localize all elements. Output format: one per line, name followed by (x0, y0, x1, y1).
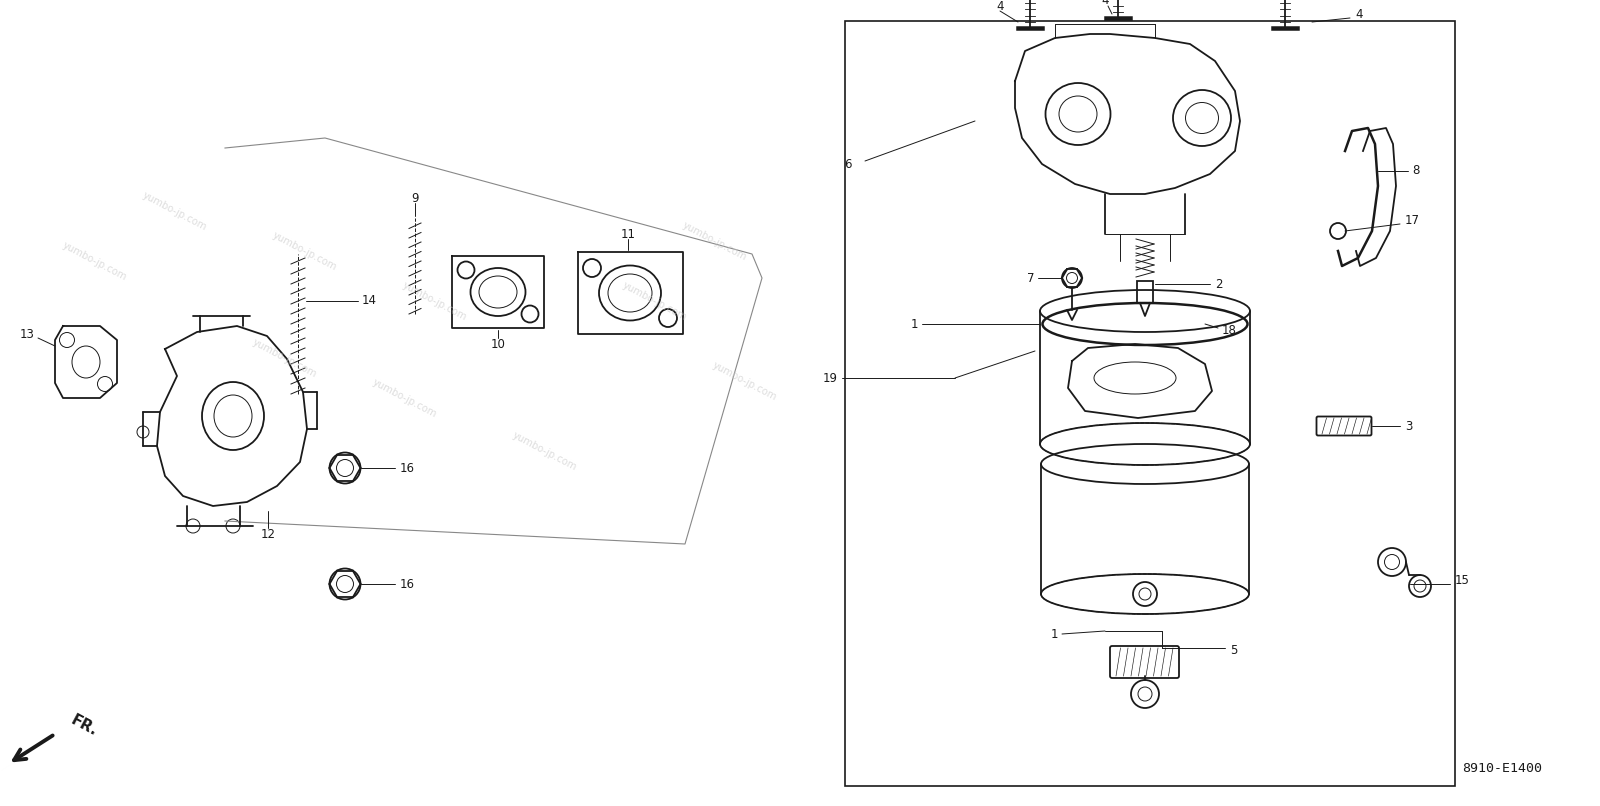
Text: 5: 5 (1230, 645, 1237, 658)
Text: 4: 4 (1355, 7, 1363, 20)
Text: 8910-E1400: 8910-E1400 (1462, 762, 1542, 775)
Text: yumbo-jp.com: yumbo-jp.com (61, 240, 130, 282)
Text: 7: 7 (1027, 272, 1035, 285)
Text: 1: 1 (910, 318, 918, 330)
Text: 19: 19 (822, 372, 838, 384)
Text: 4: 4 (1101, 0, 1109, 7)
Text: 16: 16 (400, 578, 414, 591)
Text: yumbo-jp.com: yumbo-jp.com (402, 280, 469, 322)
Text: yumbo-jp.com: yumbo-jp.com (251, 337, 318, 379)
Text: yumbo-jp.com: yumbo-jp.com (371, 377, 438, 419)
Text: 15: 15 (1454, 575, 1470, 588)
Text: 10: 10 (491, 338, 506, 351)
Text: 3: 3 (1405, 419, 1413, 433)
Text: 6: 6 (845, 157, 851, 171)
Text: 12: 12 (261, 527, 275, 541)
Text: 9: 9 (411, 192, 419, 205)
Text: yumbo-jp.com: yumbo-jp.com (710, 359, 779, 402)
Text: yumbo-jp.com: yumbo-jp.com (682, 220, 749, 262)
Text: 17: 17 (1405, 214, 1421, 227)
Text: FR.: FR. (67, 713, 99, 739)
Text: 4: 4 (997, 0, 1003, 13)
Text: 1: 1 (1051, 628, 1058, 641)
Text: 13: 13 (21, 327, 35, 340)
Text: yumbo-jp.com: yumbo-jp.com (270, 230, 339, 272)
Text: 16: 16 (400, 462, 414, 475)
Text: 8: 8 (1413, 164, 1419, 177)
Text: 11: 11 (621, 227, 635, 240)
Text: yumbo-jp.com: yumbo-jp.com (510, 430, 579, 472)
Text: 2: 2 (1214, 277, 1222, 290)
Text: yumbo-jp.com: yumbo-jp.com (141, 190, 210, 232)
Text: 14: 14 (362, 294, 378, 308)
Bar (845, 21, 1454, 786)
Text: 18: 18 (1222, 325, 1237, 338)
Text: yumbo-jp.com: yumbo-jp.com (621, 280, 690, 322)
